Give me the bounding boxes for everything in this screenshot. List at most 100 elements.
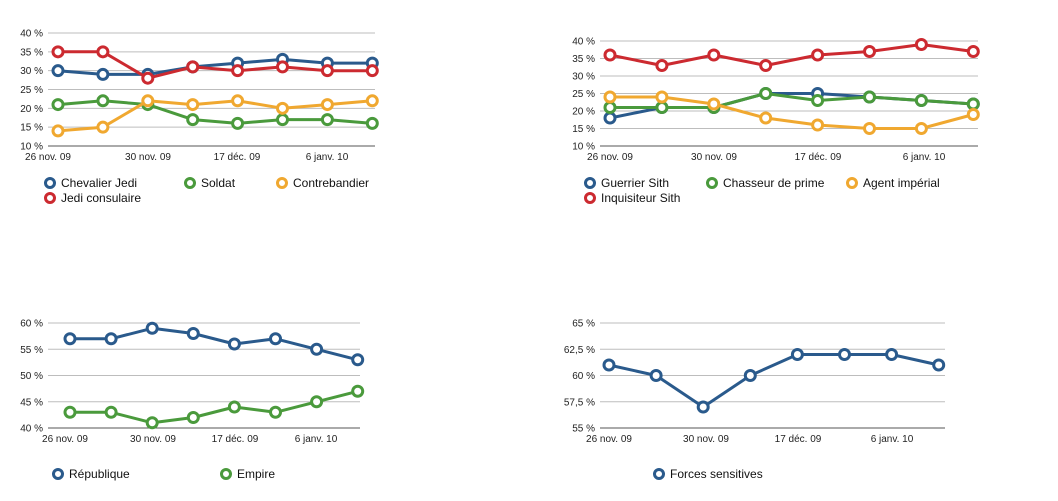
x-tick-label: 26 nov. 09 <box>42 434 88 445</box>
y-tick-label: 60 % <box>572 371 595 382</box>
data-point <box>227 400 241 414</box>
legend-entry: République <box>69 467 130 481</box>
data-point <box>603 111 617 125</box>
data-point <box>603 48 617 62</box>
data-point <box>276 60 289 74</box>
x-tick-label: 6 janv. 10 <box>903 152 946 163</box>
chart-2: 10 % 15 % 20 % 25 % 30 % 35 % 40 % 26 nov. 09 30… <box>572 37 980 205</box>
data-point <box>96 45 110 59</box>
y-tick-label: 35 % <box>20 47 43 58</box>
y-tick-label: 50 % <box>20 371 43 382</box>
data-point <box>759 87 773 100</box>
data-point <box>707 97 721 111</box>
data-point <box>838 348 851 361</box>
legend-entry: Contrebandier <box>293 176 369 190</box>
series-line-3 <box>57 99 373 133</box>
data-point <box>51 98 65 112</box>
x-tick-label: 30 nov. 09 <box>691 152 737 163</box>
data-point <box>104 332 118 346</box>
y-tick-label: 30 % <box>572 72 595 83</box>
legend-marker <box>52 468 64 480</box>
series-line-1 <box>57 57 373 76</box>
data-point <box>276 101 289 115</box>
legend-entry: Jedi consulaire <box>61 191 141 205</box>
y-tick-label: 62,5 % <box>564 345 595 356</box>
data-point <box>269 332 282 346</box>
data-point <box>186 411 200 424</box>
y-tick-label: 25 % <box>572 89 595 100</box>
y-tick-label: 20 % <box>20 104 43 115</box>
data-point <box>104 405 118 419</box>
data-point <box>186 98 200 112</box>
data-point <box>603 101 617 114</box>
data-point <box>655 101 669 114</box>
legend-entry: Chevalier Jedi <box>61 176 137 190</box>
data-point <box>811 94 825 107</box>
y-tick-label: 60 % <box>20 319 43 330</box>
data-point <box>141 71 155 85</box>
y-tick-label: 40 % <box>20 424 43 435</box>
legend-marker <box>44 177 56 189</box>
legend-marker <box>706 177 718 189</box>
legend-entry: Inquisiteur Sith <box>601 191 680 205</box>
x-tick-label: 26 nov. 09 <box>587 152 633 163</box>
data-point <box>96 67 110 81</box>
y-tick-label: 30 % <box>20 66 43 77</box>
data-point <box>863 90 876 104</box>
y-tick-label: 45 % <box>20 397 43 408</box>
x-tick-label: 30 nov. 09 <box>125 152 171 163</box>
x-tick-label: 26 nov. 09 <box>25 152 71 163</box>
data-point <box>141 94 155 108</box>
data-point <box>186 113 200 127</box>
data-point <box>603 90 617 104</box>
legend-marker <box>653 468 665 480</box>
legend-entry: Agent impérial <box>863 176 940 190</box>
data-point <box>885 348 899 361</box>
data-point <box>227 337 241 351</box>
y-tick-label: 20 % <box>572 107 595 118</box>
data-point <box>602 358 616 372</box>
y-tick-label: 15 % <box>20 123 43 134</box>
data-point <box>966 108 980 121</box>
y-tick-label: 10 % <box>20 142 43 153</box>
data-point <box>707 48 721 62</box>
data-point <box>231 64 245 78</box>
x-tick-label: 6 janv. 10 <box>295 434 338 445</box>
data-point <box>63 405 77 419</box>
legend-marker <box>184 177 196 189</box>
legend-marker <box>584 192 596 204</box>
data-point <box>310 395 324 409</box>
data-point <box>655 59 669 72</box>
data-point <box>145 321 159 335</box>
series-line-2 <box>610 92 974 109</box>
data-point <box>365 64 379 78</box>
legend-entry: Guerrier Sith <box>601 176 669 190</box>
data-point <box>320 64 334 78</box>
legend-marker <box>44 192 56 204</box>
x-tick-label: 17 déc. 09 <box>214 152 261 163</box>
data-point <box>310 342 324 356</box>
data-point <box>320 98 334 112</box>
y-tick-label: 25 % <box>20 85 43 96</box>
series-line-1 <box>608 353 940 409</box>
data-point <box>351 384 365 398</box>
data-point <box>655 90 669 104</box>
data-point <box>759 111 773 125</box>
series-line-4 <box>609 43 974 67</box>
data-point <box>863 45 876 58</box>
data-point <box>759 59 773 72</box>
x-tick-label: 6 janv. 10 <box>306 152 349 163</box>
y-tick-label: 35 % <box>572 54 595 65</box>
data-point <box>649 369 663 382</box>
series-line-4 <box>58 50 373 80</box>
series-line-2 <box>57 99 373 125</box>
x-tick-label: 30 nov. 09 <box>130 434 176 445</box>
data-point <box>51 124 65 138</box>
data-point <box>231 94 245 108</box>
x-tick-label: 26 nov. 09 <box>586 434 632 445</box>
x-tick-label: 17 déc. 09 <box>775 434 822 445</box>
legend-marker <box>846 177 858 189</box>
data-point <box>231 116 245 130</box>
legend-entry: Chasseur de prime <box>723 176 825 190</box>
